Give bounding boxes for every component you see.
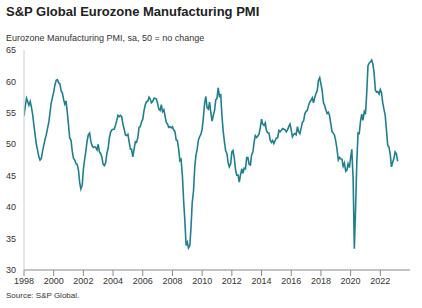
svg-text:2000: 2000 — [44, 276, 64, 286]
svg-text:2004: 2004 — [103, 276, 123, 286]
svg-text:35: 35 — [8, 234, 16, 244]
svg-text:50: 50 — [8, 139, 16, 149]
svg-text:2002: 2002 — [73, 276, 93, 286]
svg-text:2014: 2014 — [252, 276, 272, 286]
svg-text:2016: 2016 — [281, 276, 301, 286]
svg-text:2020: 2020 — [341, 276, 361, 286]
html-text:Source: S&P Global.: Source: S&P Global. — [6, 291, 80, 300]
html-text:S&P Global Eurozone Manufactur: S&P Global Eurozone Manufacturing PMI — [6, 4, 260, 19]
svg-text:1998: 1998 — [14, 276, 34, 286]
svg-text:65: 65 — [8, 45, 16, 55]
svg-text:60: 60 — [8, 77, 16, 87]
svg-text:55: 55 — [8, 108, 16, 118]
html-text:Eurozone Manufacturing PMI, sa: Eurozone Manufacturing PMI, sa, 50 = no … — [6, 33, 205, 43]
svg-text:2010: 2010 — [192, 276, 212, 286]
svg-text:2022: 2022 — [370, 276, 390, 286]
svg-text:30: 30 — [8, 265, 16, 275]
svg-text:2006: 2006 — [133, 276, 153, 286]
svg-text:40: 40 — [8, 202, 16, 212]
svg-text:45: 45 — [8, 171, 16, 181]
svg-text:2012: 2012 — [222, 276, 242, 286]
svg-text:2018: 2018 — [311, 276, 331, 286]
svg-text:2008: 2008 — [162, 276, 182, 286]
